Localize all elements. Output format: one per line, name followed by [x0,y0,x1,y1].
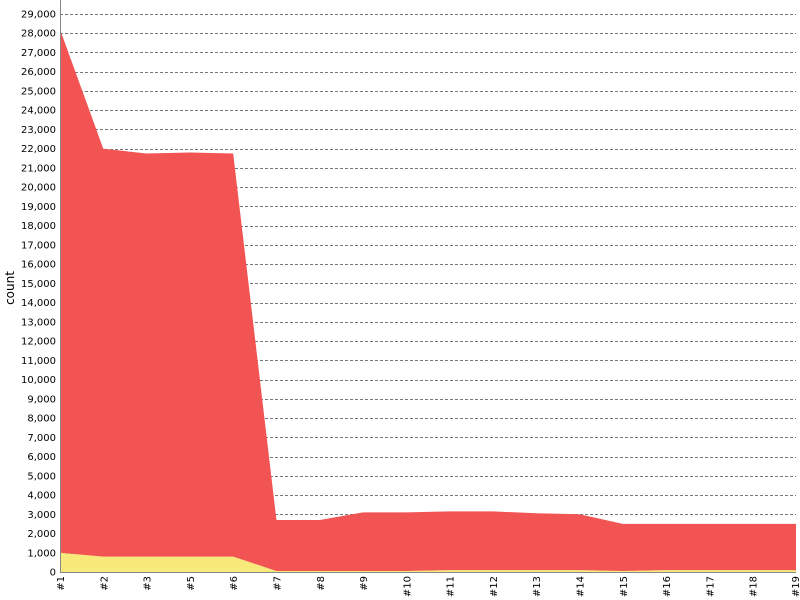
x-tick-label: #9 [359,576,370,591]
y-tick-label: 3,000 [27,510,56,521]
x-tick-label: #5 [186,576,197,591]
area-series-group [60,29,796,572]
y-tick-label: 21,000 [21,163,56,174]
x-tick-label: #14 [576,576,587,597]
x-tick-label: #7 [272,576,283,591]
x-tick-label: #12 [489,576,500,597]
y-tick-label: 2,000 [27,529,56,540]
x-tick-label: #10 [402,576,413,597]
y-tick-label: 17,000 [21,240,56,251]
x-tick-label: #1 [56,576,67,591]
x-tick-label: #13 [532,576,543,597]
x-tick-label: #16 [662,576,673,597]
y-tick-label: 23,000 [21,125,56,136]
x-tick-label: #2 [99,576,110,591]
y-tick-label: 29,000 [21,10,56,21]
x-tick-label: #8 [316,576,327,591]
y-tick-label: 26,000 [21,67,56,78]
y-tick-label: 0 [50,568,56,579]
y-tick-label: 6,000 [27,452,56,463]
x-tick-label: #3 [143,576,154,591]
y-tick-label: 10,000 [21,375,56,386]
x-tick-label: #19 [791,576,800,597]
x-tick-label: #17 [705,576,716,597]
y-tick-label: 9,000 [27,394,56,405]
y-tick-label: 4,000 [27,491,56,502]
y-tick-label: 8,000 [27,414,56,425]
y-tick-label: 7,000 [27,433,56,444]
y-tick-label: 22,000 [21,144,56,155]
y-tick-label: 28,000 [21,29,56,40]
x-tick-labels: #1 #2 #3 #5 #6 #7 #8 #9 #10 #11 #12 #13 #14 #15 #16 #17… [56,576,800,597]
y-tick-label: 13,000 [21,317,56,328]
y-tick-label: 14,000 [21,298,56,309]
y-tick-label: 16,000 [21,260,56,271]
y-tick-label: 12,000 [21,337,56,348]
axes [60,0,796,573]
y-tick-label: 19,000 [21,202,56,213]
y-tick-label: 5,000 [27,471,56,482]
area-series-1 [60,552,796,572]
y-tick-label: 20,000 [21,183,56,194]
y-tick-label: 18,000 [21,221,56,232]
y-tick-labels: 0 1,000 2,000 3,000 4,000 5,000 6,000 7,000 8,00… [21,10,56,579]
y-tick-label: 1,000 [27,548,56,559]
x-tick-label: #6 [229,576,240,591]
area-series-2 [60,29,796,572]
x-tick-label: #11 [446,576,457,597]
x-tick-label: #18 [749,576,760,597]
y-tick-label: 15,000 [21,279,56,290]
y-axis-title: count [3,271,17,305]
x-tick-label: #15 [619,576,630,597]
y-tick-label: 27,000 [21,48,56,59]
y-tick-label: 11,000 [21,356,56,367]
y-tick-label: 25,000 [21,86,56,97]
y-tick-label: 24,000 [21,106,56,117]
